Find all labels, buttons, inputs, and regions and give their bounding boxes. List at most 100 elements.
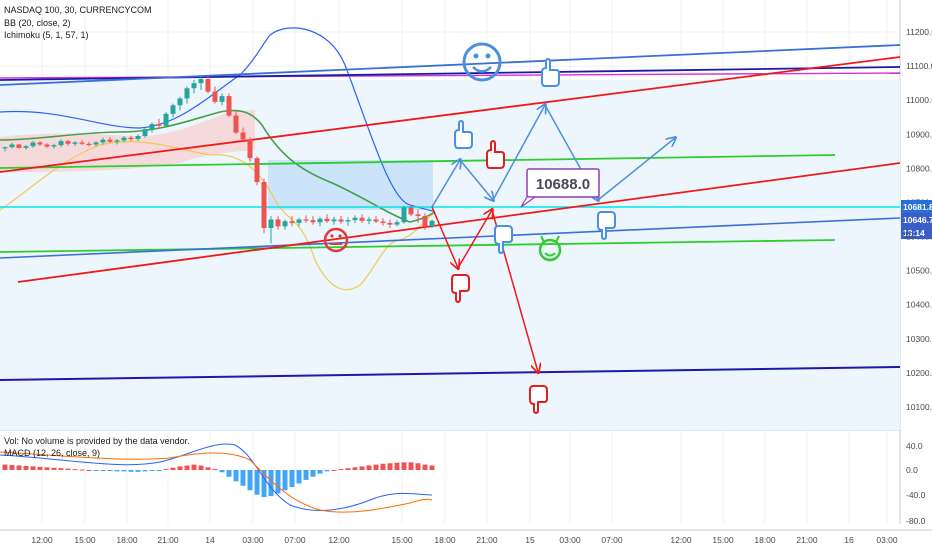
hand-up-red-icon — [486, 139, 505, 169]
time-tick-label: 12:00 — [31, 535, 53, 545]
upper-channel-line — [0, 44, 901, 86]
candle-body — [261, 182, 267, 229]
candle-body — [51, 145, 57, 147]
macd-bar — [79, 469, 85, 471]
candle-body — [415, 214, 421, 217]
macd-bar — [254, 470, 260, 495]
hand-down-red-icon — [529, 385, 548, 415]
macd-bar — [422, 464, 428, 470]
macd-bar — [198, 465, 204, 470]
macd-bar — [142, 470, 148, 472]
projection-arrow — [597, 138, 675, 201]
candle-body — [184, 88, 190, 99]
macd-bar — [387, 463, 393, 470]
price-tick-label: 10200.0 — [906, 368, 932, 378]
macd-bar — [121, 470, 127, 472]
macd-tick-label: -40.0 — [906, 490, 926, 500]
price-tick-label: 10800.0 — [906, 163, 932, 173]
price-tick-label: 10400.0 — [906, 300, 932, 310]
price-annotation-box[interactable]: 10688.0 — [520, 168, 600, 208]
candle-body — [303, 219, 309, 221]
candle-body — [156, 124, 162, 126]
price-tick-label: 10500.0 — [906, 266, 932, 276]
candle-body — [296, 219, 302, 223]
time-tick-label: 15:00 — [74, 535, 96, 545]
time-tick-label: 07:00 — [284, 535, 306, 545]
smiley-eye — [485, 53, 491, 59]
candle-body — [16, 144, 22, 148]
time-tick-label: 21:00 — [796, 535, 818, 545]
candle-body — [289, 221, 295, 223]
time-tick-label: 03:00 — [876, 535, 898, 545]
current-price-tag: 10646.7 — [903, 215, 932, 225]
devil-horns — [540, 235, 560, 243]
candle-body — [198, 79, 204, 84]
candle-body — [114, 140, 120, 142]
macd-bar — [163, 469, 169, 471]
candle-body — [268, 219, 274, 229]
hand-up-icon — [541, 57, 560, 87]
time-tick-label: 16 — [844, 535, 854, 545]
hand-down-red-icon-shape — [529, 385, 548, 415]
macd-bar — [289, 470, 295, 488]
candle-body — [233, 115, 239, 133]
smiley-eye — [473, 53, 479, 59]
macd-bar — [177, 466, 183, 470]
candle-body — [317, 218, 323, 223]
macd-bar — [100, 470, 106, 471]
macd-legend: MACD (12, 26, close, 9) — [4, 448, 101, 458]
projection-arrow — [431, 206, 458, 268]
candle-body — [324, 218, 330, 222]
candle-body — [58, 141, 64, 146]
hand-up-icon-shape — [454, 119, 473, 149]
macd-bar — [16, 465, 22, 470]
time-tick-label: 14 — [205, 535, 215, 545]
macd-bar — [296, 470, 302, 484]
emoji-annotations — [323, 42, 616, 415]
countdown-tag-bg — [901, 226, 932, 239]
countdown-tag: 13:14 — [903, 228, 925, 238]
macd-bar — [9, 465, 15, 470]
red-lower-line — [17, 162, 901, 283]
macd-bar — [226, 470, 232, 477]
time-tick-label: 07:00 — [601, 535, 623, 545]
candle-body — [191, 83, 197, 89]
hand-down-icon — [494, 225, 513, 255]
candle-body — [422, 216, 428, 227]
candle-body — [387, 222, 393, 225]
time-tick-label: 18:00 — [754, 535, 776, 545]
upper-price-tag: 10681.8 — [903, 202, 932, 212]
candle-body — [366, 219, 372, 221]
partial-price-label: 10 — [904, 230, 914, 240]
time-tick-label: 15 — [525, 535, 535, 545]
macd-bar — [310, 470, 316, 477]
macd-bar — [324, 470, 330, 472]
macd-bar — [338, 469, 344, 471]
hand-down-icon-shape — [494, 225, 513, 255]
neutral-eye — [338, 234, 342, 238]
candle-body — [107, 139, 113, 142]
macd-bar — [282, 470, 288, 491]
time-tick-label: 18:00 — [116, 535, 138, 545]
bb-lower — [0, 141, 436, 291]
candle-body — [352, 217, 358, 221]
candle-body — [205, 79, 211, 92]
hand-up-icon-shape — [541, 57, 560, 87]
macd-bar — [275, 470, 281, 494]
candle-body — [163, 113, 169, 126]
macd-bar — [352, 467, 358, 470]
devil-mouth — [544, 252, 556, 257]
candle-body — [121, 137, 127, 141]
price-axis: 11200.011100.011000.010900.010800.010700… — [906, 27, 932, 526]
macd-tick-label: 0.0 — [906, 465, 918, 475]
candle-body — [37, 142, 43, 145]
macd-bar — [380, 463, 386, 470]
projection-arrow — [492, 105, 545, 201]
navy-bottom-line — [0, 366, 901, 381]
signal-line — [0, 451, 433, 513]
candle-body — [100, 139, 106, 143]
macd-bar — [359, 466, 365, 470]
macd-pane — [0, 443, 435, 513]
upper-price-tag-bg — [901, 200, 932, 213]
